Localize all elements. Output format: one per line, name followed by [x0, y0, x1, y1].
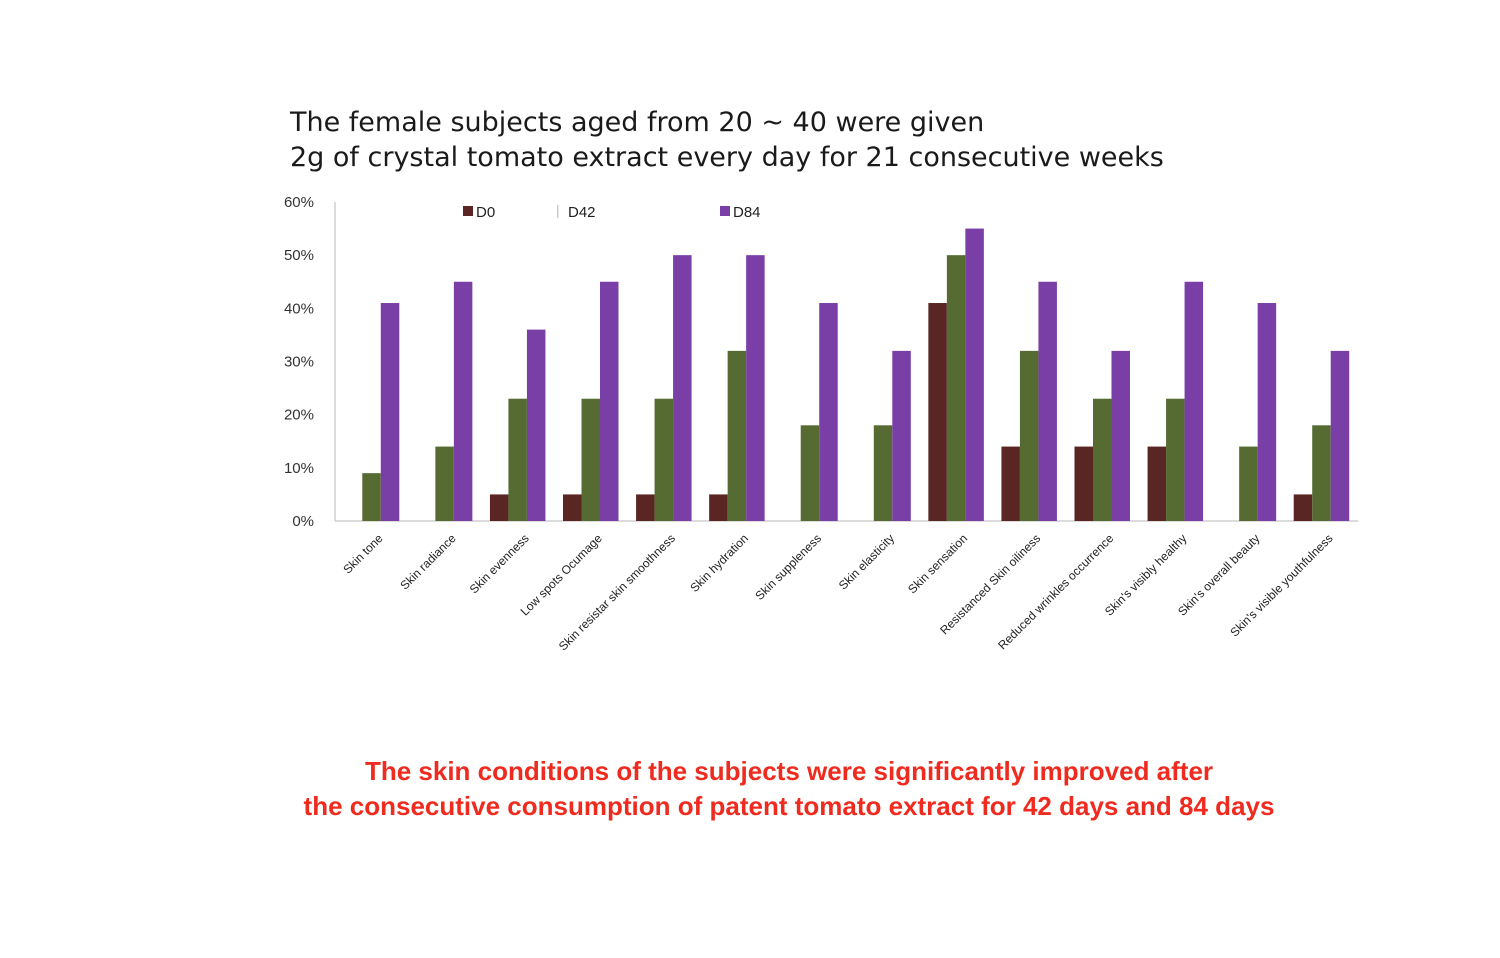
- x-tick-label: Skin's overall beauty: [1175, 531, 1262, 618]
- legend-label-d84: D84: [733, 204, 761, 221]
- x-tick-label: Skin hydration: [687, 531, 751, 595]
- bar-d0: [563, 494, 582, 521]
- y-tick-label: 40%: [284, 300, 314, 317]
- bar-d0: [1001, 446, 1020, 521]
- bar-d84: [453, 281, 473, 521]
- x-tick-label: Skin's visibly healthy: [1102, 531, 1189, 618]
- legend-label-d42: D42: [568, 204, 596, 221]
- bar-d42: [581, 398, 600, 521]
- bar-d0: [1293, 494, 1313, 521]
- bar-d0: [1074, 446, 1093, 521]
- y-tick-label: 50%: [284, 247, 314, 264]
- bar-d42: [1019, 350, 1039, 521]
- caption-line-1: The skin conditions of the subjects were…: [364, 756, 1214, 786]
- legend-swatch-d84: [720, 206, 730, 216]
- y-tick-label: 30%: [284, 354, 314, 371]
- x-tick-label: Skin suppleness: [752, 531, 824, 603]
- bar-d0: [709, 494, 728, 521]
- bar-d84: [673, 255, 692, 522]
- y-tick-label: 20%: [284, 407, 314, 424]
- bar-d84: [965, 228, 984, 521]
- bar-d84: [380, 303, 400, 521]
- bar-d42: [1093, 398, 1112, 521]
- bar-d0: [489, 494, 509, 521]
- bar-d42: [946, 255, 966, 522]
- bar-d84: [1111, 350, 1130, 521]
- x-tick-label: Skin elasticity: [836, 531, 897, 592]
- bar-d84: [600, 281, 619, 521]
- bar-d0: [1147, 446, 1167, 521]
- x-tick-label: Skin resistar skin smoothness: [556, 531, 678, 653]
- chart-subtitle-line-2: 2g of crystal tomato extract every day f…: [290, 142, 1164, 173]
- y-tick-label: 10%: [284, 460, 314, 477]
- bar-d84: [1184, 281, 1204, 521]
- x-tick-label: Skin tone: [340, 531, 386, 577]
- bar-d42: [1312, 425, 1331, 521]
- bar-d42: [727, 350, 747, 521]
- x-tick-label: Low spots Ocumage: [518, 531, 605, 618]
- bar-d42: [362, 473, 381, 521]
- bar-d84: [526, 329, 546, 521]
- bar-d42: [800, 425, 820, 521]
- bar-d42: [508, 398, 527, 521]
- bar-d84: [819, 303, 838, 521]
- bar-d84: [892, 350, 911, 521]
- bar-d42: [654, 398, 674, 521]
- caption-line-2: the consecutive consumption of patent to…: [303, 791, 1275, 821]
- x-tick-label: Skin radiance: [397, 531, 459, 593]
- legend-swatch-d42: [557, 205, 559, 218]
- bar-d84: [1038, 281, 1057, 521]
- chart-subtitle-line-1: The female subjects aged from 20 ~ 40 we…: [290, 107, 985, 138]
- y-tick-label: 0%: [292, 513, 314, 530]
- bar-d0: [636, 494, 655, 521]
- bar-d42: [873, 425, 893, 521]
- legend-swatch-d0: [463, 206, 473, 216]
- bar-d84: [1330, 350, 1350, 521]
- x-tick-label: Skin evenness: [467, 531, 532, 596]
- y-tick-label: 60%: [284, 194, 314, 211]
- bar-d42: [1166, 398, 1185, 521]
- bar-d42: [1239, 446, 1258, 521]
- bar-d42: [435, 446, 454, 521]
- bar-d84: [746, 255, 765, 522]
- legend-label-d0: D0: [476, 204, 495, 221]
- x-tick-label: Skin sensation: [905, 531, 970, 596]
- x-tick-label: Reduced wrinkles occurrence: [995, 531, 1116, 652]
- bar-d0: [928, 303, 947, 521]
- bar-d84: [1257, 303, 1277, 521]
